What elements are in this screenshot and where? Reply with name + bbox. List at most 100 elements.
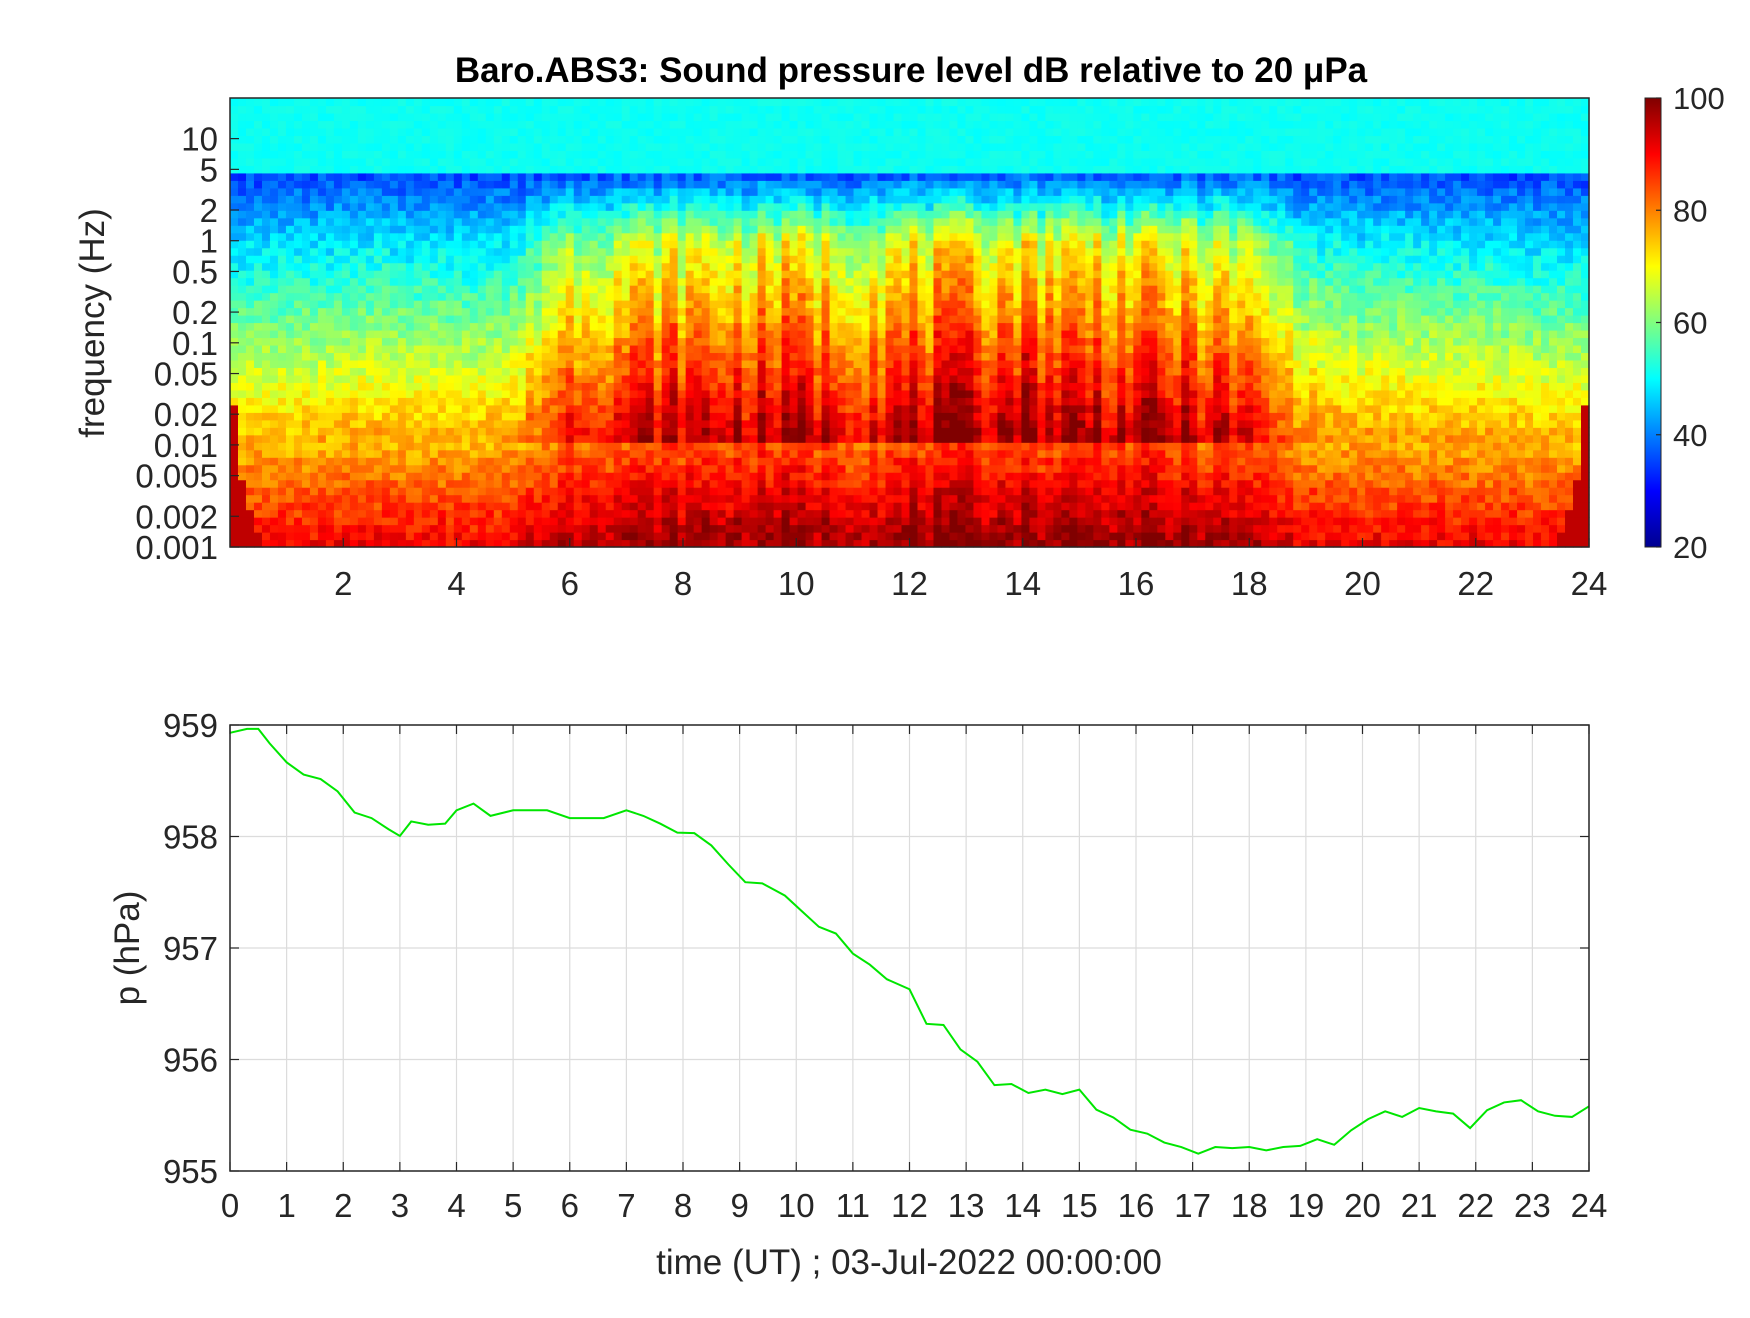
spectrogram-cell xyxy=(765,397,775,406)
spectrogram-cell xyxy=(869,329,879,339)
spectrogram-cell xyxy=(277,105,287,114)
spectrogram-cell xyxy=(453,374,463,383)
spectrogram-cell xyxy=(277,270,287,279)
spectrogram-cell xyxy=(301,285,311,294)
spectrogram-cell xyxy=(277,449,287,458)
spectrogram-cell xyxy=(877,442,887,451)
spectrogram-cell xyxy=(285,329,295,339)
spectrogram-cell xyxy=(325,240,335,249)
spectrogram-cell xyxy=(813,127,823,137)
spectrogram-cell xyxy=(509,157,519,166)
spectrogram-cell xyxy=(365,165,375,174)
spectrogram-cell xyxy=(717,502,727,511)
spectrogram-cell xyxy=(789,367,799,376)
spectrogram-cell xyxy=(661,539,671,548)
spectrogram-cell xyxy=(661,494,671,503)
spectrogram-cell xyxy=(869,367,879,376)
spectrogram-cell xyxy=(581,487,591,496)
spectrogram-cell xyxy=(301,255,311,264)
spectrogram-cell xyxy=(357,404,367,413)
spectrogram-cell xyxy=(373,165,383,174)
spectrogram-cell xyxy=(661,464,671,473)
spectrogram-cell xyxy=(533,517,543,526)
spectrogram-cell xyxy=(565,172,575,181)
spectrogram-cell xyxy=(805,307,815,316)
spectrogram-cell xyxy=(421,539,431,548)
spectrogram-cell xyxy=(629,382,639,391)
spectrogram-cell xyxy=(477,359,487,368)
spectrogram-cell xyxy=(637,449,647,458)
spectrogram-cell xyxy=(621,142,631,151)
spectrogram-cell xyxy=(509,479,519,488)
spectrogram-cell xyxy=(701,427,711,436)
spectrogram-cell xyxy=(597,509,607,518)
spectrogram-cell xyxy=(269,457,279,466)
spectrogram-cell xyxy=(701,322,711,331)
spectrogram-cell xyxy=(797,232,807,241)
spectrogram-cell xyxy=(509,509,519,518)
spectrogram-cell xyxy=(453,344,463,354)
spectrogram-cell xyxy=(669,487,679,496)
spectrogram-cell xyxy=(629,277,639,286)
spectrogram-cell xyxy=(757,165,767,174)
spectrogram-cell xyxy=(301,120,311,129)
spectrogram-cell xyxy=(805,210,815,219)
spectrogram-cell xyxy=(789,210,799,219)
spectrogram-cell xyxy=(429,532,439,541)
spectrogram-cell xyxy=(637,105,647,114)
spectrogram-cell xyxy=(597,135,607,144)
spectrogram-cell xyxy=(877,262,887,271)
spectrogram-cell xyxy=(621,517,631,526)
spectrogram-cell xyxy=(637,479,647,488)
spectrogram-cell xyxy=(533,98,543,107)
spectrogram-cell xyxy=(581,142,591,151)
spectrogram-cell xyxy=(301,210,311,219)
spectrogram-cell xyxy=(645,292,655,301)
spectrogram-cell xyxy=(877,232,887,241)
spectrogram-cell xyxy=(461,120,471,129)
spectrogram-cell xyxy=(589,374,599,383)
spectrogram-cell xyxy=(373,374,383,383)
spectrogram-cell xyxy=(237,127,247,137)
spectrogram-cell xyxy=(629,225,639,234)
spectrogram-cell xyxy=(341,502,351,511)
spectrogram-cell xyxy=(285,172,295,181)
spectrogram-cell xyxy=(381,434,391,443)
spectrogram-cell xyxy=(821,285,831,294)
spectrogram-cell xyxy=(653,412,663,421)
spectrogram-cell xyxy=(885,195,895,204)
spectrogram-cell xyxy=(397,457,407,466)
spectrogram-cell xyxy=(237,98,247,107)
spectrogram-cell xyxy=(837,322,847,331)
spectrogram-cell xyxy=(453,120,463,129)
spectrogram-cell xyxy=(741,322,751,331)
spectrogram-cell xyxy=(589,225,599,234)
spectrogram-cell xyxy=(629,172,639,181)
spectrogram-cell xyxy=(837,232,847,241)
spectrogram-cell xyxy=(861,374,871,383)
spectrogram-cell xyxy=(230,442,239,451)
spectrogram-cell xyxy=(293,127,303,137)
spectrogram-cell xyxy=(477,427,487,436)
spectrogram-cell xyxy=(869,397,879,406)
spectrogram-cell xyxy=(373,464,383,473)
spectrogram-cell xyxy=(501,105,511,114)
spectrogram-cell xyxy=(877,427,887,436)
spectrogram-cell xyxy=(885,517,895,526)
spectrogram-cell xyxy=(581,262,591,271)
spectrogram-cell xyxy=(693,240,703,249)
spectrogram-cell xyxy=(413,98,423,107)
spectrogram-cell xyxy=(733,255,743,264)
spectrogram-cell xyxy=(253,389,263,398)
spectrogram-cell xyxy=(493,262,503,271)
spectrogram-cell xyxy=(405,502,415,511)
spectrogram-cell xyxy=(317,120,327,129)
spectrogram-cell xyxy=(813,487,823,496)
spectrogram-cell xyxy=(845,359,855,368)
spectrogram-cell xyxy=(333,172,343,181)
spectrogram-cell xyxy=(629,494,639,503)
spectrogram-cell xyxy=(269,98,279,107)
spectrogram-cell xyxy=(453,389,463,398)
spectrogram-cell xyxy=(230,539,239,548)
spectrogram-cell xyxy=(277,427,287,436)
